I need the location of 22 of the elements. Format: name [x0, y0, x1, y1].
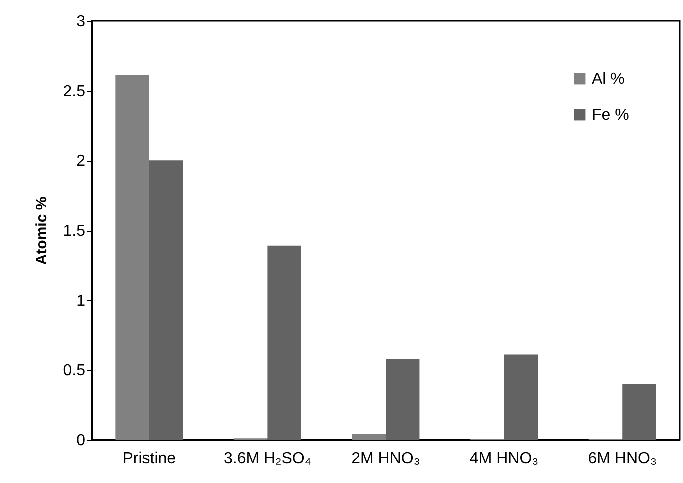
y-tick-label: 1	[76, 292, 86, 310]
y-tick-label: 3	[76, 14, 86, 30]
bar	[504, 354, 538, 440]
y-tick-label: 2.5	[63, 83, 86, 100]
legend-label: Fe %	[592, 107, 630, 124]
y-tick-label: 2	[76, 153, 86, 170]
bar	[622, 384, 656, 440]
x-tick-label: 4M HNO₃	[470, 450, 539, 468]
bar	[352, 434, 386, 440]
bar	[149, 160, 184, 440]
x-tick-label: 6M HNO₃	[588, 450, 657, 468]
x-tick-label: 3.6M H₂SO₄	[224, 450, 312, 468]
y-tick-label: 0	[76, 432, 86, 450]
bar	[116, 75, 150, 440]
x-tick-label: 2M HNO₃	[352, 450, 420, 468]
y-tick-label: 1.5	[63, 223, 86, 240]
legend-label: Al %	[592, 71, 625, 88]
x-tick-label: Pristine	[122, 450, 176, 468]
y-tick-label: 0.5	[63, 362, 86, 380]
y-axis-title: Atomic %	[33, 196, 50, 266]
bar	[386, 358, 420, 440]
bar	[268, 246, 302, 440]
